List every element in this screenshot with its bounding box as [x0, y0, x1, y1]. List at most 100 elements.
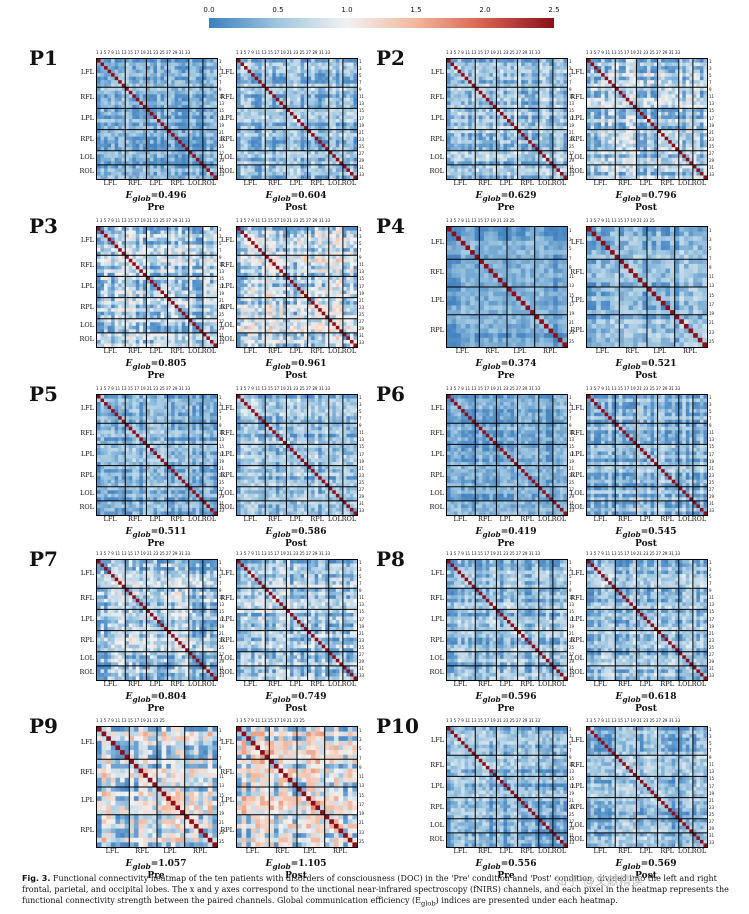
- heatmap-cell: [160, 101, 165, 106]
- heatmap-cell: [597, 126, 602, 130]
- heatmap-cell: [611, 62, 616, 67]
- heatmap-cell: [549, 83, 554, 88]
- heatmap-cell: [521, 157, 525, 162]
- heatmap-cell: [647, 122, 651, 127]
- heatmap-cell: [160, 76, 165, 81]
- heatmap-cell: [482, 62, 487, 67]
- heatmap-cell: [475, 161, 480, 166]
- heatmap-cell: [174, 62, 179, 67]
- heatmap-cell: [664, 147, 669, 152]
- heatmap-cell: [549, 171, 554, 176]
- heatmap-cell: [321, 101, 326, 106]
- heatmap-cell: [489, 69, 494, 74]
- heatmap-cell: [682, 101, 687, 106]
- heatmap-cell: [699, 147, 704, 152]
- heatmap-cell: [157, 126, 161, 130]
- heatmap-cell: [261, 161, 266, 166]
- heatmap-cell: [699, 126, 704, 130]
- heatmap-cell: [157, 104, 161, 109]
- heatmap-cell: [142, 59, 147, 63]
- heatmap-cell: [321, 136, 326, 141]
- heatmap-cell: [213, 94, 217, 99]
- heatmap-cell: [97, 164, 101, 169]
- heatmap-cell: [153, 94, 158, 99]
- heatmap-cell: [254, 175, 259, 179]
- heatmap-cell: [149, 237, 154, 242]
- heatmap-cell: [668, 161, 673, 166]
- heatmap-cell: [114, 59, 119, 63]
- heatmap-cell: [185, 140, 190, 145]
- heatmap-cell: [100, 104, 105, 109]
- heatmap-cell: [325, 119, 330, 123]
- heatmap-cell: [545, 97, 550, 102]
- heatmap-cell: [510, 154, 515, 159]
- heatmap-cell: [503, 126, 508, 130]
- heatmap-cell: [199, 161, 204, 166]
- heatmap-cell: [139, 248, 144, 253]
- heatmap-cell: [135, 94, 140, 99]
- heatmap-cell: [251, 136, 255, 141]
- heatmap-cell: [496, 119, 501, 123]
- heatmap-cell: [209, 150, 214, 155]
- heatmap-cell: [654, 133, 658, 137]
- heatmap-cell: [608, 76, 613, 81]
- heatmap-cell: [625, 175, 630, 179]
- heatmap-cell: [514, 66, 518, 70]
- heatmap-cell: [244, 161, 248, 166]
- heatmap-cell: [286, 83, 291, 88]
- heatmap-cell: [489, 62, 494, 67]
- heatmap-cell: [342, 101, 347, 106]
- heatmap-cell: [496, 111, 501, 116]
- heatmap-cell: [353, 119, 357, 123]
- heatmap-cell: [272, 90, 277, 95]
- heatmap-cell: [485, 76, 490, 81]
- heatmap-cell: [342, 133, 347, 137]
- heatmap-cell: [696, 150, 701, 155]
- heatmap-cell: [174, 83, 179, 88]
- heatmap-cell: [167, 97, 172, 102]
- heatmap-cell: [128, 122, 133, 127]
- heatmap-cell: [209, 126, 214, 130]
- heatmap-cell: [559, 175, 564, 179]
- heatmap-cell: [240, 150, 245, 155]
- heatmap-cell: [587, 161, 591, 166]
- heatmap-cell: [615, 108, 620, 113]
- heatmap-cell: [153, 87, 158, 92]
- heatmap-cell: [185, 227, 190, 231]
- heatmap-cell: [454, 111, 458, 116]
- heatmap-cell: [213, 143, 217, 148]
- heatmap-cell: [118, 101, 123, 106]
- heatmap-cell: [247, 76, 252, 81]
- heatmap-cell: [482, 59, 487, 63]
- heatmap-cell: [657, 66, 662, 70]
- heatmap-cell: [464, 136, 469, 141]
- heatmap-cell: [100, 244, 105, 249]
- heatmap-cell: [265, 62, 270, 67]
- heatmap-cell: [517, 119, 522, 123]
- heatmap-cell: [542, 69, 547, 74]
- heatmap-cell: [171, 237, 175, 242]
- heatmap-cell: [265, 83, 270, 88]
- heatmap-cell: [643, 147, 648, 152]
- heatmap-cell: [556, 133, 561, 137]
- heatmap-cell: [636, 119, 641, 123]
- heatmap-cell: [447, 101, 451, 106]
- heatmap-cell: [304, 175, 308, 179]
- heatmap-cell: [538, 115, 543, 120]
- heatmap-cell: [636, 101, 641, 106]
- heatmap-cell: [647, 83, 651, 88]
- heatmap-cell: [328, 69, 333, 74]
- heatmap-cell: [639, 168, 644, 173]
- heatmap-cell: [265, 122, 270, 127]
- heatmap-cell: [615, 154, 620, 159]
- heatmap-cell: [468, 87, 473, 92]
- heatmap-cell: [181, 122, 186, 127]
- heatmap-cell: [307, 126, 312, 130]
- heatmap-cell: [696, 119, 701, 123]
- heatmap-cell: [297, 83, 301, 88]
- heatmap-cell: [128, 104, 133, 109]
- heatmap-cell: [556, 90, 561, 95]
- heatmap-cell: [258, 90, 263, 95]
- heatmap-cell: [521, 119, 525, 123]
- heatmap-cell: [587, 171, 591, 176]
